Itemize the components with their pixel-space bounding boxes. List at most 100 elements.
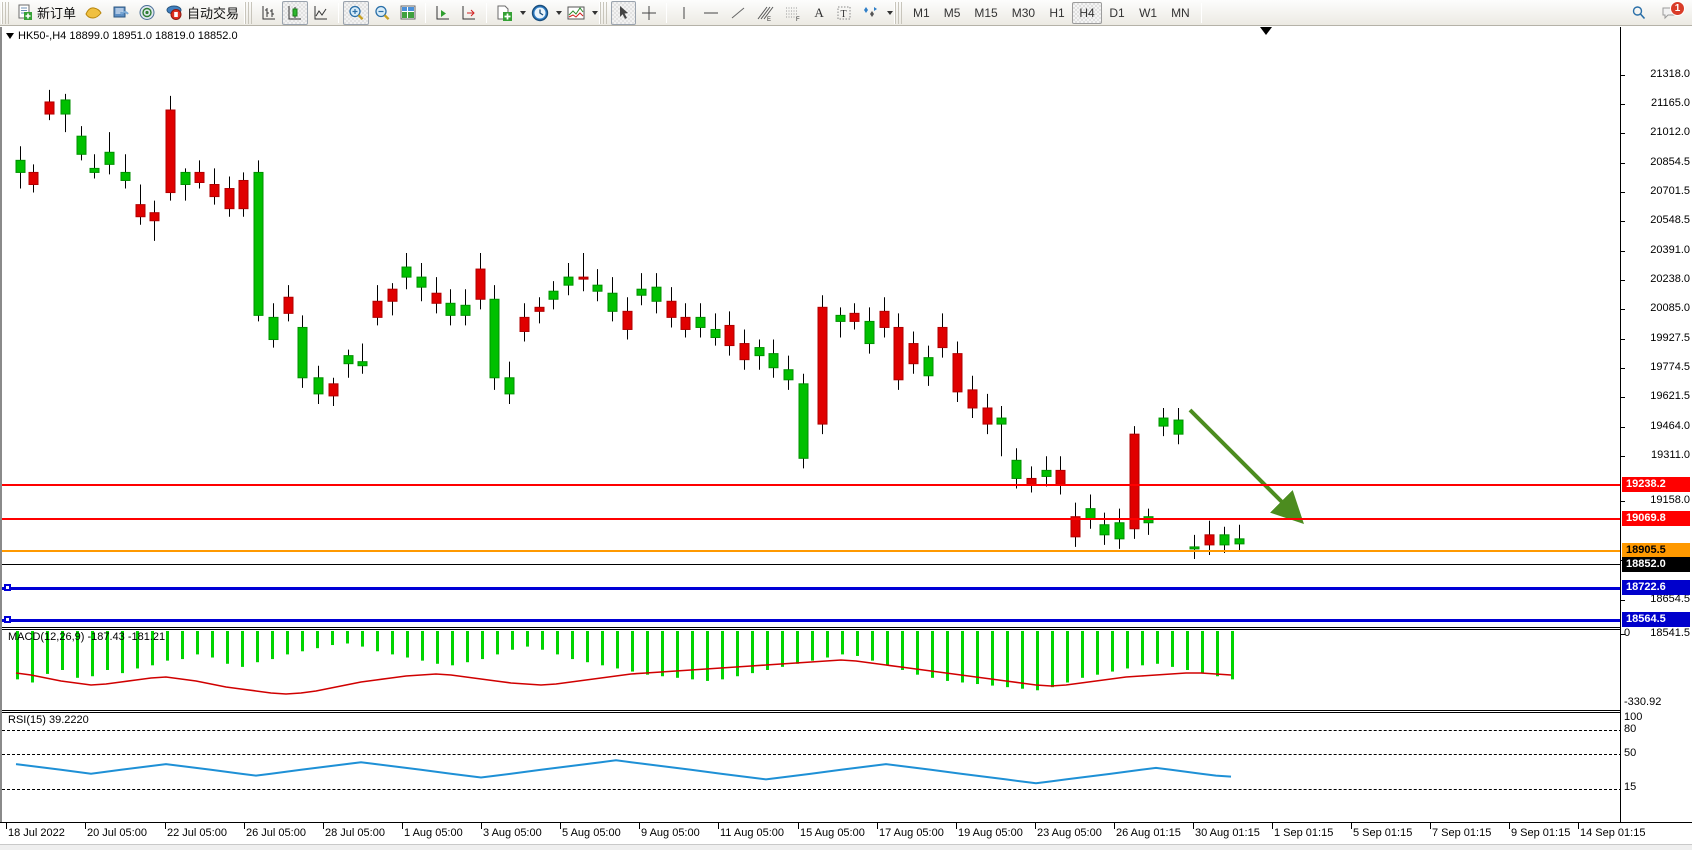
resistance-level-1[interactable]: 19238.2 — [1622, 477, 1690, 492]
candle-body — [1114, 522, 1125, 540]
shapes-icon[interactable] — [857, 1, 885, 25]
macd-histogram-bar — [46, 631, 49, 674]
time-tick — [560, 823, 561, 829]
rsi-tick-label: 15 — [1624, 781, 1637, 793]
price-tick-label: 18654.5 — [1650, 593, 1690, 605]
timeframe-m1[interactable]: M1 — [913, 5, 930, 20]
price-tick-label: 20238.0 — [1650, 273, 1690, 285]
data-window-icon[interactable] — [80, 1, 107, 25]
navigator-icon[interactable] — [134, 1, 161, 25]
terminal-icon[interactable] — [107, 1, 134, 25]
time-tick — [718, 823, 719, 829]
indicators-dropdown-caret[interactable] — [592, 10, 599, 15]
toolbar-grip-3[interactable] — [599, 1, 609, 24]
templates-dropdown-caret[interactable] — [520, 10, 527, 15]
macd-histogram-bar — [751, 631, 754, 674]
candle-body — [1041, 469, 1052, 477]
macd-histogram-bar — [1081, 631, 1084, 678]
fibonacci-icon[interactable]: F — [779, 1, 807, 25]
macd-histogram-bar — [436, 631, 439, 664]
zoom-out-icon[interactable] — [369, 1, 395, 25]
price-pane[interactable]: HK50-,H4 18899.0 18951.0 18819.0 18852.0 — [0, 27, 1620, 822]
shapes-dropdown-caret[interactable] — [887, 10, 894, 15]
order-line-18564[interactable] — [2, 619, 1620, 622]
time-tick — [877, 823, 878, 829]
macd-histogram-bar — [901, 631, 904, 670]
timeframe-h1[interactable]: H1 — [1049, 5, 1065, 20]
order-line-18722-handle[interactable] — [4, 584, 11, 591]
candle-body — [1219, 534, 1230, 546]
resistance-line-19238[interactable] — [2, 484, 1620, 486]
toolbar-grip[interactable] — [1, 1, 10, 24]
timeframe-d1[interactable]: D1 — [1109, 5, 1125, 20]
line-chart-icon[interactable] — [308, 1, 334, 25]
candle-body — [879, 310, 890, 328]
autotrade-icon[interactable]: 自动交易 — [161, 1, 243, 25]
text-label-icon[interactable]: T — [831, 1, 857, 25]
templates-icon[interactable] — [491, 1, 518, 25]
period-dropdown-caret[interactable] — [556, 10, 563, 15]
price-tick — [1621, 397, 1625, 398]
order-line-18722[interactable] — [2, 587, 1620, 590]
price-axis[interactable]: 21318.0 21165.0 21012.0 20854.5 20701.5 20548… — [1620, 27, 1692, 822]
timeframe-w1[interactable]: W1 — [1139, 5, 1158, 20]
macd-histogram-bar — [376, 631, 379, 652]
candle-body — [754, 347, 765, 357]
order-level-1[interactable]: 18722.6 — [1622, 580, 1690, 595]
new-order-button[interactable]: 新订单 — [13, 1, 80, 25]
macd-histogram-bar — [346, 631, 349, 644]
period-icon[interactable] — [526, 1, 554, 25]
macd-histogram-bar — [646, 631, 649, 675]
timeframe-h4[interactable]: H4 — [1072, 1, 1103, 24]
zoom-in-icon[interactable] — [343, 0, 370, 25]
macd-histogram-bar — [316, 631, 319, 649]
search-icon[interactable] — [1626, 1, 1652, 25]
timeframe-m5[interactable]: M5 — [943, 5, 961, 20]
order-line-18564-handle[interactable] — [4, 616, 11, 623]
macd-histogram-bar — [1006, 631, 1009, 688]
downtrend-arrow[interactable] — [2, 27, 1620, 607]
order-level-2[interactable]: 18564.5 — [1622, 612, 1690, 627]
candle-body — [908, 343, 919, 365]
timeframe-mn[interactable]: MN — [1171, 5, 1190, 20]
candle-body — [739, 343, 750, 361]
macd-histogram-bar — [196, 631, 199, 655]
price-tick-label: 20548.5 — [1650, 214, 1690, 226]
text-icon[interactable]: A — [814, 4, 824, 20]
support-line-18905[interactable] — [2, 550, 1620, 552]
chart-container[interactable]: 21318.0 21165.0 21012.0 20854.5 20701.5 20548… — [0, 27, 1692, 850]
equidistant-channel-icon[interactable]: E — [751, 1, 779, 25]
timeframe-m15[interactable]: M15 — [974, 5, 998, 20]
resistance-level-2[interactable]: 19069.8 — [1622, 511, 1690, 526]
toolbar-grip-4[interactable] — [894, 1, 904, 24]
macd-histogram-bar — [556, 631, 559, 655]
scroll-position-marker[interactable] — [1260, 27, 1272, 35]
resistance-line-19069[interactable] — [2, 518, 1620, 520]
chart-menu-triangle-icon[interactable] — [6, 33, 14, 39]
last-price-line-18852[interactable] — [2, 564, 1620, 565]
time-tick — [1578, 823, 1579, 829]
hline-icon[interactable] — [697, 1, 725, 25]
indicators-icon[interactable] — [562, 1, 590, 25]
cursor-icon[interactable] — [611, 0, 637, 25]
price-tick-label: 19158.0 — [1650, 494, 1690, 506]
crosshair-icon[interactable] — [636, 1, 662, 25]
macd-histogram-bar — [1231, 631, 1234, 680]
support-level-orange[interactable]: 18905.5 — [1622, 543, 1690, 558]
bar-chart-icon[interactable] — [256, 1, 282, 25]
scroll-end-icon[interactable] — [430, 1, 456, 25]
candlestick-chart-icon[interactable] — [282, 0, 309, 25]
candle-body — [224, 188, 235, 210]
alerts-icon[interactable]: 1 — [1656, 0, 1685, 25]
vline-icon[interactable] — [671, 1, 697, 25]
timeframe-m30[interactable]: M30 — [1011, 5, 1036, 20]
svg-text:E: E — [767, 17, 771, 22]
macd-histogram-bar — [511, 631, 514, 650]
last-price-label[interactable]: 18852.0 — [1622, 557, 1690, 572]
toolbar-grip-2[interactable] — [244, 1, 254, 24]
trendline-icon[interactable] — [725, 1, 751, 25]
chart-shift-icon[interactable] — [456, 1, 482, 25]
data-window-grid-icon[interactable] — [395, 1, 421, 25]
macd-histogram-bar — [91, 631, 94, 677]
time-tick-label: 9 Sep 01:15 — [1511, 827, 1571, 839]
